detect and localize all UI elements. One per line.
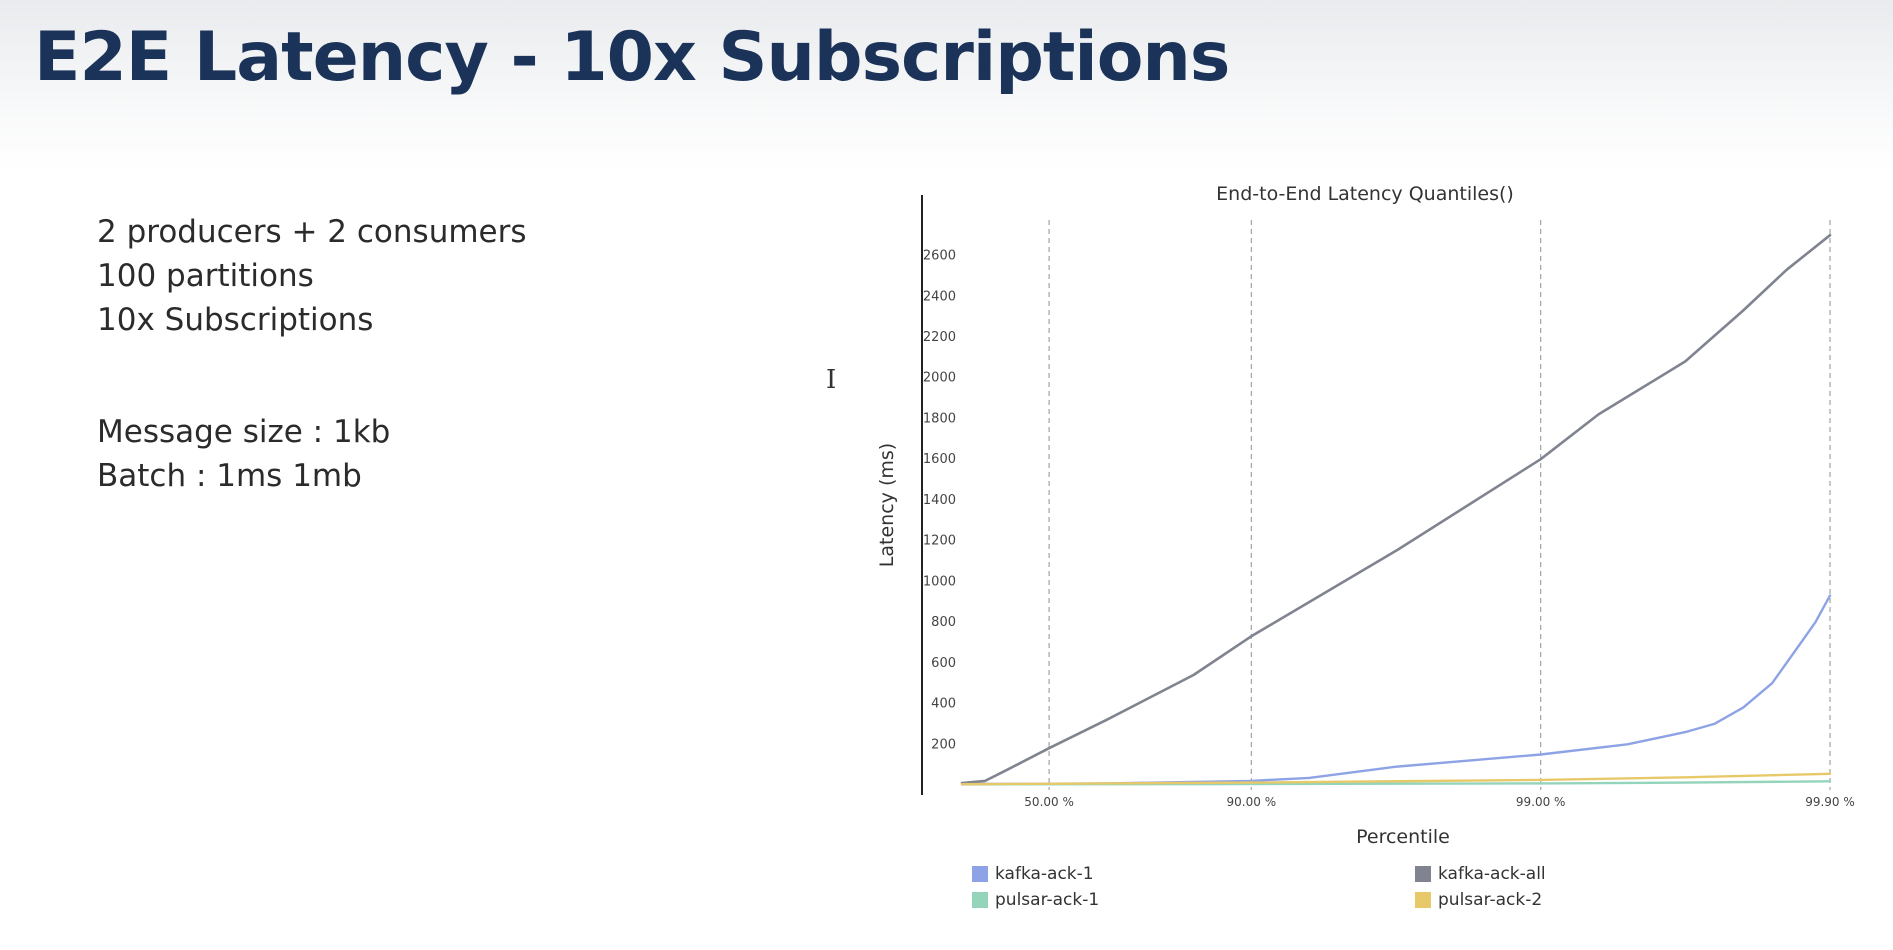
y-tick-label: 2600 (923, 249, 956, 264)
y-tick-label: 200 (931, 737, 956, 752)
series-line-pulsar-ack-2 (960, 772, 1832, 786)
legend-item-pulsar-ack-1: pulsar-ack-1 (972, 890, 1099, 910)
config-line-message-size: Message size : 1kb (97, 414, 391, 450)
message-config-list: Message size : 1kb Batch : 1ms 1mb (97, 410, 390, 498)
series-line-kafka-ack-all (960, 233, 1832, 785)
x-tick-label: 99.00 % (1516, 795, 1566, 809)
legend-label-kafka-ack-1: kafka-ack-1 (995, 864, 1094, 884)
y-tick-label: 400 (931, 697, 956, 712)
y-tick-label: 1400 (923, 493, 956, 508)
axes: 50.00 % 90.00 % 99.00 % 99.90 % 200 400 600 800… (921, 195, 1855, 809)
grid (1048, 220, 1831, 790)
text-cursor-icon: I (826, 365, 837, 395)
y-tick-label: 2000 (923, 371, 956, 386)
config-line-partitions: 100 partitions (97, 258, 314, 294)
legend-label-pulsar-ack-1: pulsar-ack-1 (995, 890, 1100, 910)
x-tick-label: 99.90 % (1805, 795, 1855, 809)
latency-chart: End-to-End Latency Quantiles() Latency (… (876, 183, 1855, 848)
legend-item-pulsar-ack-2: pulsar-ack-2 (1415, 890, 1542, 910)
y-tick-label: 1000 (923, 574, 956, 589)
config-line-producers: 2 producers + 2 consumers (97, 214, 527, 250)
y-tick-label: 1800 (923, 411, 956, 426)
y-tick-label: 2400 (923, 289, 956, 304)
legend-label-pulsar-ack-2: pulsar-ack-2 (1438, 890, 1543, 910)
legend-swatch-kafka-ack-all (1415, 866, 1431, 882)
legend: kafka-ack-1 kafka-ack-all pulsar-ack-1 p… (972, 864, 1672, 924)
config-line-subscriptions: 10x Subscriptions (97, 302, 374, 338)
config-list: 2 producers + 2 consumers 100 partitions… (97, 210, 527, 342)
legend-item-kafka-ack-all: kafka-ack-all (1415, 864, 1546, 884)
y-axis-label: Latency (ms) (876, 443, 898, 567)
x-tick-label: 90.00 % (1227, 795, 1277, 809)
y-tick-label: 800 (931, 615, 956, 630)
legend-label-kafka-ack-all: kafka-ack-all (1438, 864, 1546, 884)
legend-item-kafka-ack-1: kafka-ack-1 (972, 864, 1094, 884)
legend-swatch-pulsar-ack-1 (972, 892, 988, 908)
series-lines (960, 233, 1832, 786)
config-line-batch: Batch : 1ms 1mb (97, 458, 362, 494)
x-tick-label: 50.00 % (1024, 795, 1074, 809)
y-tick-label: 1600 (923, 452, 956, 467)
legend-swatch-pulsar-ack-2 (1415, 892, 1431, 908)
series-line-kafka-ack-1 (960, 594, 1832, 786)
x-axis-label: Percentile (1356, 826, 1450, 848)
legend-swatch-kafka-ack-1 (972, 866, 988, 882)
slide-title: E2E Latency - 10x Subscriptions (34, 18, 1230, 97)
y-tick-label: 1200 (923, 534, 956, 549)
header-band (0, 0, 1893, 170)
y-tick-label: 600 (931, 656, 956, 671)
y-tick-label: 2200 (923, 330, 956, 345)
chart-title: End-to-End Latency Quantiles() (1216, 183, 1514, 205)
